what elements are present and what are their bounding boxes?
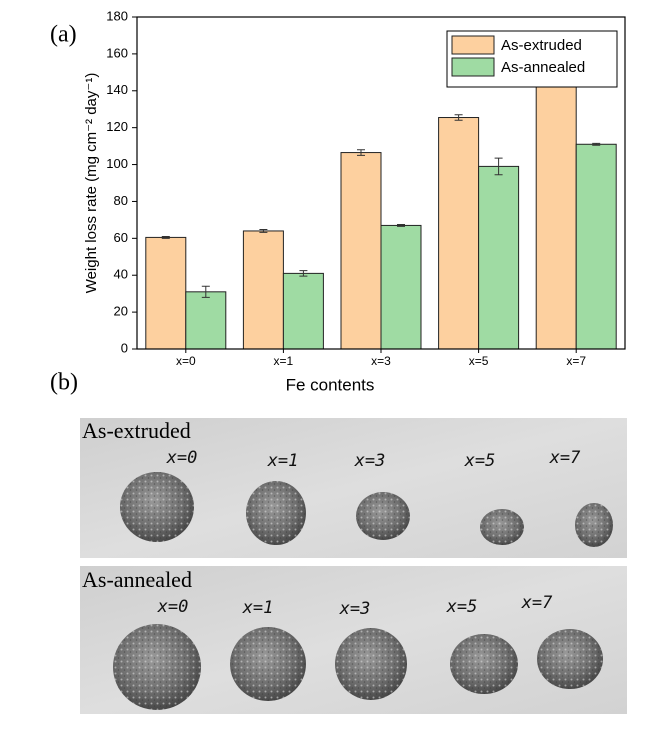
bar bbox=[145, 236, 187, 350]
photo-label: x=5 bbox=[446, 597, 478, 617]
y-tick-label: 60 bbox=[114, 230, 128, 245]
error-bar bbox=[397, 224, 405, 227]
legend-label: As-annealed bbox=[501, 59, 585, 76]
y-tick-label: 160 bbox=[106, 45, 128, 60]
y-tick-label: 20 bbox=[114, 304, 128, 319]
photo-annealed: As-annealed x=0 x=1 x=3 x=5 x=7 bbox=[80, 566, 627, 714]
photo-label: x=1 bbox=[242, 598, 274, 618]
bar bbox=[575, 143, 617, 350]
x-tick-label: x=3 bbox=[371, 354, 391, 368]
x-tick-label: x=7 bbox=[566, 354, 586, 368]
legend-swatch bbox=[451, 35, 495, 55]
x-axis-label: Fe contents bbox=[286, 375, 375, 394]
x-tick-label: x=1 bbox=[274, 354, 294, 368]
error-bar bbox=[259, 228, 268, 233]
error-bar bbox=[299, 270, 308, 277]
panel-label: (a) bbox=[50, 22, 77, 48]
photo-label: x=3 bbox=[339, 599, 371, 619]
bar bbox=[282, 272, 324, 350]
y-axis-label: Weight loss rate (mg cm⁻² day⁻¹) bbox=[83, 73, 100, 294]
x-tick-label: x=5 bbox=[469, 354, 489, 368]
photo-extruded: As-extruded x=0 x=1 x=3 x=5 x=7 bbox=[80, 418, 627, 558]
photo-label: x=3 bbox=[354, 451, 386, 471]
y-tick-label: 80 bbox=[114, 193, 128, 208]
legend-swatch bbox=[451, 57, 495, 77]
legend-label: As-extruded bbox=[501, 37, 582, 54]
samples bbox=[120, 472, 613, 547]
bar bbox=[242, 230, 284, 350]
bar bbox=[535, 78, 577, 350]
error-bar bbox=[161, 235, 170, 239]
error-bar bbox=[357, 149, 365, 156]
photo-label: x=7 bbox=[521, 593, 553, 613]
bar bbox=[185, 291, 227, 350]
bar bbox=[380, 224, 422, 350]
y-tick-label: 140 bbox=[106, 82, 128, 97]
y-tick-label: 0 bbox=[121, 340, 128, 355]
error-bar bbox=[454, 114, 463, 121]
photo-label: x=7 bbox=[549, 448, 581, 468]
y-tick-label: 40 bbox=[114, 267, 128, 282]
photo-label: x=0 bbox=[157, 597, 189, 617]
photo-label: x=1 bbox=[267, 451, 299, 471]
bar bbox=[478, 165, 520, 350]
y-tick-label: 100 bbox=[106, 156, 128, 171]
photo-title: As-extruded bbox=[82, 418, 191, 443]
photo-label: x=0 bbox=[166, 448, 198, 468]
bar bbox=[340, 152, 382, 350]
axes-frame bbox=[136, 16, 626, 350]
x-tick-label: x=0 bbox=[176, 354, 196, 368]
error-bar bbox=[494, 157, 503, 176]
samples bbox=[113, 624, 603, 710]
error-bar bbox=[592, 142, 601, 146]
y-tick-label: 180 bbox=[106, 8, 128, 23]
y-tick-label: 120 bbox=[106, 119, 128, 134]
error-bar bbox=[201, 285, 210, 298]
photo-title: As-annealed bbox=[82, 567, 192, 592]
panel-label: (b) bbox=[50, 370, 78, 396]
photo-label: x=5 bbox=[464, 451, 496, 471]
bar bbox=[438, 117, 480, 350]
